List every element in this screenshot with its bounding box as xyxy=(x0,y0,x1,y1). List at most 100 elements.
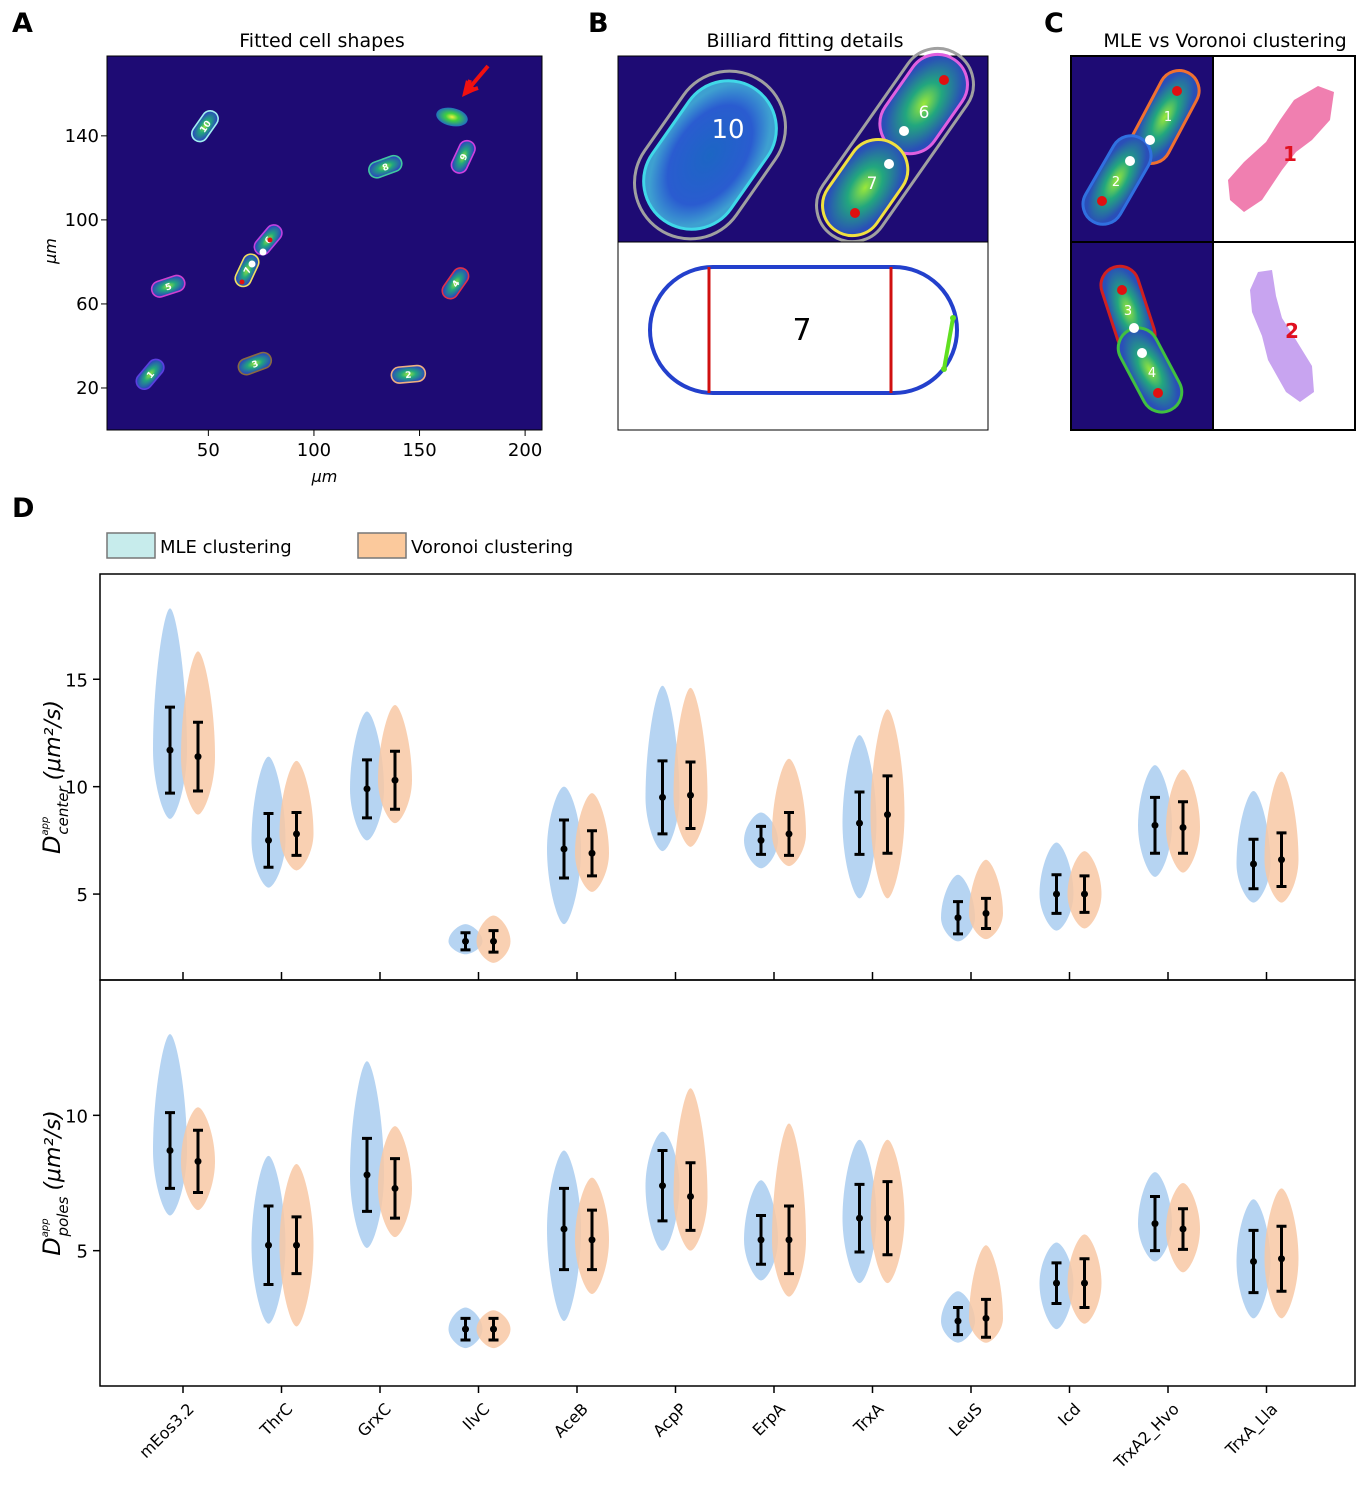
cell: 1 xyxy=(135,358,165,391)
mean-dot xyxy=(166,1147,174,1155)
mean-dot xyxy=(265,836,272,844)
split-dot xyxy=(1137,348,1147,358)
cell-label: 1 xyxy=(145,370,157,381)
ylabel-sup: app xyxy=(40,1218,51,1237)
cell-label: 1 xyxy=(1164,110,1172,125)
y-tick-label: 15 xyxy=(65,670,88,691)
chord-end xyxy=(950,315,956,321)
cluster-label: 1 xyxy=(1283,142,1297,166)
end-dot xyxy=(1172,86,1182,96)
ylabel-symbol: D xyxy=(38,835,66,853)
cell-label: 4 xyxy=(451,279,463,290)
end-dot xyxy=(267,237,273,243)
split-dot xyxy=(1129,323,1139,333)
end-dot xyxy=(1097,196,1107,206)
ylabel-symbol: D xyxy=(38,1237,66,1255)
image-background xyxy=(106,55,543,431)
mean-dot xyxy=(1179,823,1187,831)
mean-dot xyxy=(1053,890,1060,898)
panel-letter: D xyxy=(12,493,34,524)
split-dot xyxy=(1145,135,1155,145)
y-tick-label: 10 xyxy=(65,1106,88,1127)
x-axis-label: μm xyxy=(311,467,338,486)
cell xyxy=(1116,326,1184,414)
y-axis-label: Dapp poles (μm²/s) xyxy=(38,1110,72,1256)
cell-label: 2 xyxy=(405,371,412,382)
ylabel-sub: center xyxy=(54,786,72,835)
mean-dot xyxy=(954,914,962,922)
y-tick-label: 5 xyxy=(77,885,88,906)
panel-title: Fitted cell shapes xyxy=(239,30,404,52)
mean-dot xyxy=(194,1157,202,1165)
cell-label: 10 xyxy=(711,115,744,145)
mean-dot xyxy=(293,1241,300,1249)
cell-outline xyxy=(441,267,470,300)
panel-letter: C xyxy=(1044,8,1064,39)
end-dot xyxy=(239,279,245,285)
bright-cell xyxy=(436,107,468,127)
cell: 5 xyxy=(150,274,186,298)
y-tick-label: 60 xyxy=(76,294,99,315)
mean-dot xyxy=(687,791,694,799)
x-tick-label: 50 xyxy=(197,440,220,461)
cell-label: 6 xyxy=(919,103,930,123)
cell: 4 xyxy=(441,267,470,300)
mean-dot xyxy=(884,1214,891,1222)
x-tick-label: LeuS xyxy=(945,1399,986,1440)
cell-label: 8 xyxy=(381,162,390,174)
mean-dot xyxy=(1053,1279,1060,1287)
x-tick-label: AceB xyxy=(550,1399,592,1441)
cell-label: 9 xyxy=(459,153,471,163)
legend-label: MLE clustering xyxy=(160,537,292,558)
mean-dot xyxy=(659,1182,666,1190)
end-dot xyxy=(939,75,949,85)
mean-dot xyxy=(1151,1220,1159,1228)
split-dot xyxy=(248,260,256,268)
mean-dot xyxy=(588,849,596,857)
mean-dot xyxy=(659,793,666,801)
end-dot xyxy=(1153,388,1163,398)
ylabel-unit: (μm²/s) xyxy=(41,1110,66,1190)
x-tick-label: 100 xyxy=(297,440,331,461)
x-tick-label: 150 xyxy=(402,440,436,461)
cell-outline xyxy=(135,358,165,391)
mean-dot xyxy=(490,1325,497,1333)
cell-label: 7 xyxy=(792,313,811,348)
panel-letter: B xyxy=(588,8,609,39)
x-tick-label: AcpP xyxy=(649,1399,690,1440)
mean-dot xyxy=(293,830,300,838)
cell-label: 3 xyxy=(1124,304,1132,319)
cluster-region xyxy=(1250,270,1314,402)
cell-outline xyxy=(450,139,476,174)
panel-title: Billiard fitting details xyxy=(707,30,904,52)
mean-dot xyxy=(954,1317,962,1325)
mean-dot xyxy=(785,830,793,838)
violin xyxy=(969,1245,1003,1343)
x-tick-label: Icd xyxy=(1054,1399,1084,1429)
mean-dot xyxy=(391,1184,399,1192)
mean-dot xyxy=(856,819,863,827)
y-tick-label: 100 xyxy=(65,210,99,231)
cluster-region xyxy=(1228,86,1334,212)
mean-dot xyxy=(265,1241,272,1249)
mean-dot xyxy=(1278,856,1285,864)
split-dot xyxy=(884,159,894,169)
mean-dot xyxy=(982,909,990,917)
x-tick-label: 200 xyxy=(508,440,542,461)
y-tick-label: 20 xyxy=(76,378,99,399)
mean-dot xyxy=(588,1236,596,1244)
panel-letter: A xyxy=(12,8,33,39)
x-tick-label: ThrC xyxy=(256,1399,297,1440)
diagram-box xyxy=(617,241,989,431)
mean-dot xyxy=(1081,890,1088,898)
mean-dot xyxy=(884,811,891,819)
y-axis-label: μm xyxy=(41,238,60,265)
legend-swatch xyxy=(357,532,407,559)
y-tick-label: 5 xyxy=(77,1242,88,1263)
mean-dot xyxy=(1081,1279,1088,1287)
cell: 2 xyxy=(390,364,427,384)
mean-dot xyxy=(757,836,765,844)
ylabel-sup: app xyxy=(40,817,51,836)
chord-end xyxy=(941,366,947,372)
mean-dot xyxy=(363,785,371,793)
